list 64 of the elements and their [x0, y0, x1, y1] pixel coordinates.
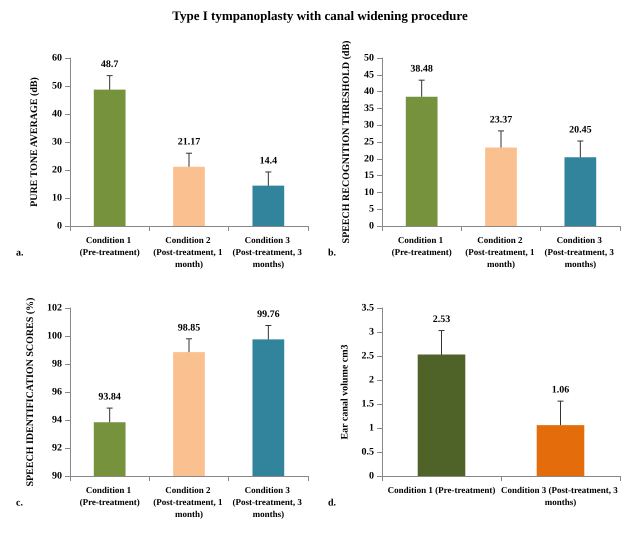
- x-tick-label: Condition 3 (Post-treatment, 3 months): [232, 235, 304, 269]
- y-tick-label: 98: [52, 358, 62, 370]
- y-tick-label: 0.5: [362, 446, 374, 458]
- y-tick-label: 96: [52, 386, 62, 398]
- text: d.: [328, 498, 337, 508]
- data-label: 99.76: [257, 309, 280, 320]
- y-tick-label: 90: [52, 470, 62, 482]
- x-tick-label: Condition 1 (Pre-treatment): [388, 485, 496, 495]
- text: b.: [328, 248, 337, 258]
- x-tick-label: Condition 3 (Post-treatment, 3 months): [544, 235, 616, 269]
- y-tick-label: 3.5: [362, 302, 374, 314]
- x-tick-label: Condition 1 (Pre-treatment): [80, 485, 140, 507]
- y-axis-title: Ear canal volume cm3: [340, 344, 351, 440]
- y-tick-label: 10: [52, 192, 62, 204]
- y-tick-label: 50: [52, 80, 62, 92]
- y-tick-label: 20: [364, 153, 374, 164]
- data-label: 14.4: [260, 155, 278, 166]
- data-label: 2.53: [432, 314, 450, 326]
- text: c.: [16, 498, 24, 508]
- y-tick-label: 0: [369, 470, 374, 482]
- y-tick-label: 2.5: [362, 350, 374, 362]
- data-label: 23.37: [490, 114, 512, 126]
- data-label: 20.45: [569, 124, 592, 136]
- data-label: 98.85: [178, 322, 200, 334]
- y-tick-label: 35: [364, 102, 374, 114]
- y-tick-label: 1: [369, 422, 374, 434]
- y-tick-label: 1.5: [362, 398, 374, 410]
- y-axis-title: PURE TONE AVERAGE (dB): [29, 77, 40, 207]
- y-tick-label: 20: [52, 164, 62, 176]
- y-tick-label: 3: [369, 326, 374, 338]
- y-tick-label: 45: [364, 69, 374, 80]
- y-tick-label: 30: [364, 120, 374, 131]
- x-tick-label: Condition 1 (Pre-treatment): [392, 235, 452, 257]
- y-tick-label: 10: [364, 186, 374, 198]
- data-label: 93.84: [98, 392, 121, 403]
- x-tick-label: Condition 2 (Post-treatment, 1 month): [465, 235, 537, 269]
- y-axis-title: SPEECH IDENTIFICATION SCORES (%): [25, 297, 36, 487]
- y-tick-label: 5: [369, 204, 374, 215]
- y-tick-label: 2: [369, 374, 374, 386]
- y-tick-label: 60: [52, 52, 62, 64]
- x-tick-label: Condition 2 (Post-treatment, 1 month): [153, 485, 225, 519]
- y-tick-label: 0: [369, 220, 374, 232]
- y-tick-label: 25: [364, 136, 374, 148]
- y-tick-label: 40: [364, 86, 374, 98]
- y-tick-label: 30: [52, 136, 62, 148]
- y-tick-label: 50: [364, 52, 374, 64]
- y-tick-label: 100: [47, 330, 62, 342]
- chart-title: Type I tympanoplasty with canal widening procedure: [172, 8, 468, 23]
- data-label: 1.06: [552, 384, 570, 396]
- y-tick-label: 94: [52, 414, 62, 426]
- y-tick-label: 102: [47, 302, 62, 314]
- x-tick-label: Condition 3 (Post-treatment, 3 months): [232, 485, 304, 519]
- x-tick-label: Condition 2 (Post-treatment, 1 month): [153, 235, 225, 269]
- text: a.: [16, 248, 24, 258]
- y-axis-title: SPEECH RECOGNITION THRESHOLD (dB): [341, 40, 352, 244]
- y-tick-label: 92: [52, 442, 62, 454]
- data-label: 38.48: [410, 64, 433, 75]
- x-tick-label: Condition 1 (Pre-treatment): [80, 235, 140, 257]
- y-tick-label: 0: [57, 220, 62, 232]
- y-tick-label: 40: [52, 108, 62, 120]
- y-tick-label: 15: [364, 170, 374, 182]
- data-label: 48.7: [100, 59, 118, 70]
- x-tick-label: Condition 3 (Post-treatment, 3 months): [500, 485, 620, 507]
- data-label: 21.17: [178, 136, 200, 148]
